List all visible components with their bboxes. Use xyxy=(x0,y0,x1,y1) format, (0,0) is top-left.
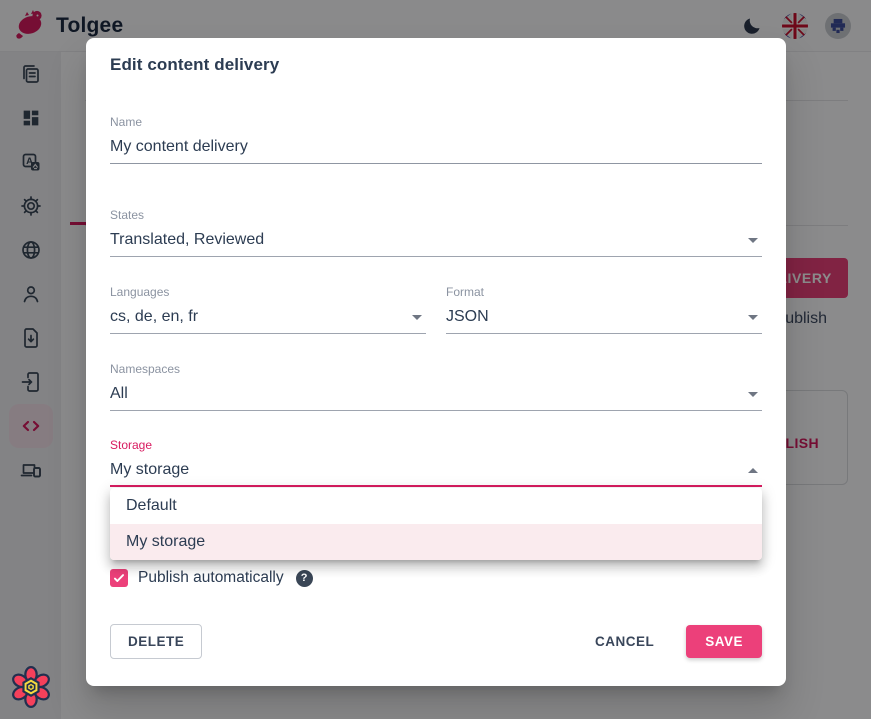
name-value: My content delivery xyxy=(110,138,248,155)
sidebar-item-translations[interactable]: A xyxy=(9,140,53,184)
question-mark-icon[interactable]: ? xyxy=(295,569,313,587)
namespaces-select[interactable]: All xyxy=(110,377,762,411)
states-field: States Translated, Reviewed xyxy=(110,208,762,257)
namespaces-label: Namespaces xyxy=(110,362,181,376)
storage-option-my-storage[interactable]: My storage xyxy=(110,524,762,560)
states-value: Translated, Reviewed xyxy=(110,231,265,248)
namespaces-field: Namespaces All xyxy=(110,362,762,411)
storage-field: Storage My storage xyxy=(110,438,762,487)
chevron-down-icon xyxy=(748,391,758,397)
states-label: States xyxy=(110,208,145,222)
chevron-down-icon xyxy=(748,237,758,243)
cancel-button[interactable]: CANCEL xyxy=(587,625,662,658)
storage-label: Storage xyxy=(110,438,153,452)
sidebar-item-dashboard[interactable] xyxy=(9,96,53,140)
chevron-up-icon xyxy=(748,467,758,473)
name-input[interactable]: My content delivery xyxy=(110,130,762,164)
sidebar-item-developer[interactable] xyxy=(8,404,53,448)
content-delivery-button-label: LIVERY xyxy=(778,270,832,286)
brand-logo[interactable]: Tolgee xyxy=(13,6,123,45)
format-select[interactable]: JSON xyxy=(446,300,762,334)
namespaces-value: All xyxy=(110,385,128,402)
chevron-down-icon xyxy=(748,314,758,320)
publish-automatically-row: Publish automatically ? xyxy=(110,569,762,587)
languages-value: cs, de, en, fr xyxy=(110,308,199,325)
moon-icon[interactable] xyxy=(739,13,765,39)
sidebar-item-projects[interactable] xyxy=(9,52,53,96)
dialog-title: Edit content delivery xyxy=(110,55,280,74)
publish-description-text: ublish xyxy=(785,310,827,327)
save-button[interactable]: SAVE xyxy=(686,625,762,658)
states-select[interactable]: Translated, Reviewed xyxy=(110,223,762,257)
tolgee-flower-widget-icon[interactable] xyxy=(9,665,53,714)
sidebar-item-import[interactable] xyxy=(9,360,53,404)
svg-text:A: A xyxy=(26,156,33,167)
storage-options-menu: Default My storage xyxy=(110,488,762,560)
sidebar-item-languages[interactable] xyxy=(9,228,53,272)
publish-automatically-checkbox[interactable] xyxy=(110,569,128,587)
edit-content-delivery-dialog: Edit content delivery Name My content de… xyxy=(86,38,786,686)
storage-select[interactable]: My storage xyxy=(110,453,762,487)
brand-name: Tolgee xyxy=(56,13,124,37)
sidebar-item-export[interactable] xyxy=(9,316,53,360)
languages-field: Languages cs, de, en, fr xyxy=(110,285,426,334)
dialog-actions: DELETE CANCEL SAVE xyxy=(110,624,762,659)
languages-select[interactable]: cs, de, en, fr xyxy=(110,300,426,334)
storage-option-default[interactable]: Default xyxy=(126,497,177,514)
uk-flag-icon[interactable] xyxy=(782,12,808,39)
delete-button[interactable]: DELETE xyxy=(110,624,203,659)
sidebar-item-members[interactable] xyxy=(9,272,53,316)
format-field: Format JSON xyxy=(446,285,762,334)
chevron-down-icon xyxy=(412,314,422,320)
avatar-identicon[interactable] xyxy=(825,12,851,39)
publish-automatically-label: Publish automatically xyxy=(138,569,284,586)
name-field: Name My content delivery xyxy=(110,115,762,164)
format-value: JSON xyxy=(446,308,489,325)
sidebar-item-settings[interactable] xyxy=(9,184,53,228)
name-label: Name xyxy=(110,115,143,129)
languages-label: Languages xyxy=(110,285,170,299)
storage-value: My storage xyxy=(110,461,190,478)
sidebar-nav: A xyxy=(0,52,61,719)
sidebar-item-integrate[interactable] xyxy=(9,448,53,492)
active-tab-indicator xyxy=(70,222,86,225)
format-label: Format xyxy=(446,285,485,299)
tolgee-mouse-icon xyxy=(13,6,47,45)
